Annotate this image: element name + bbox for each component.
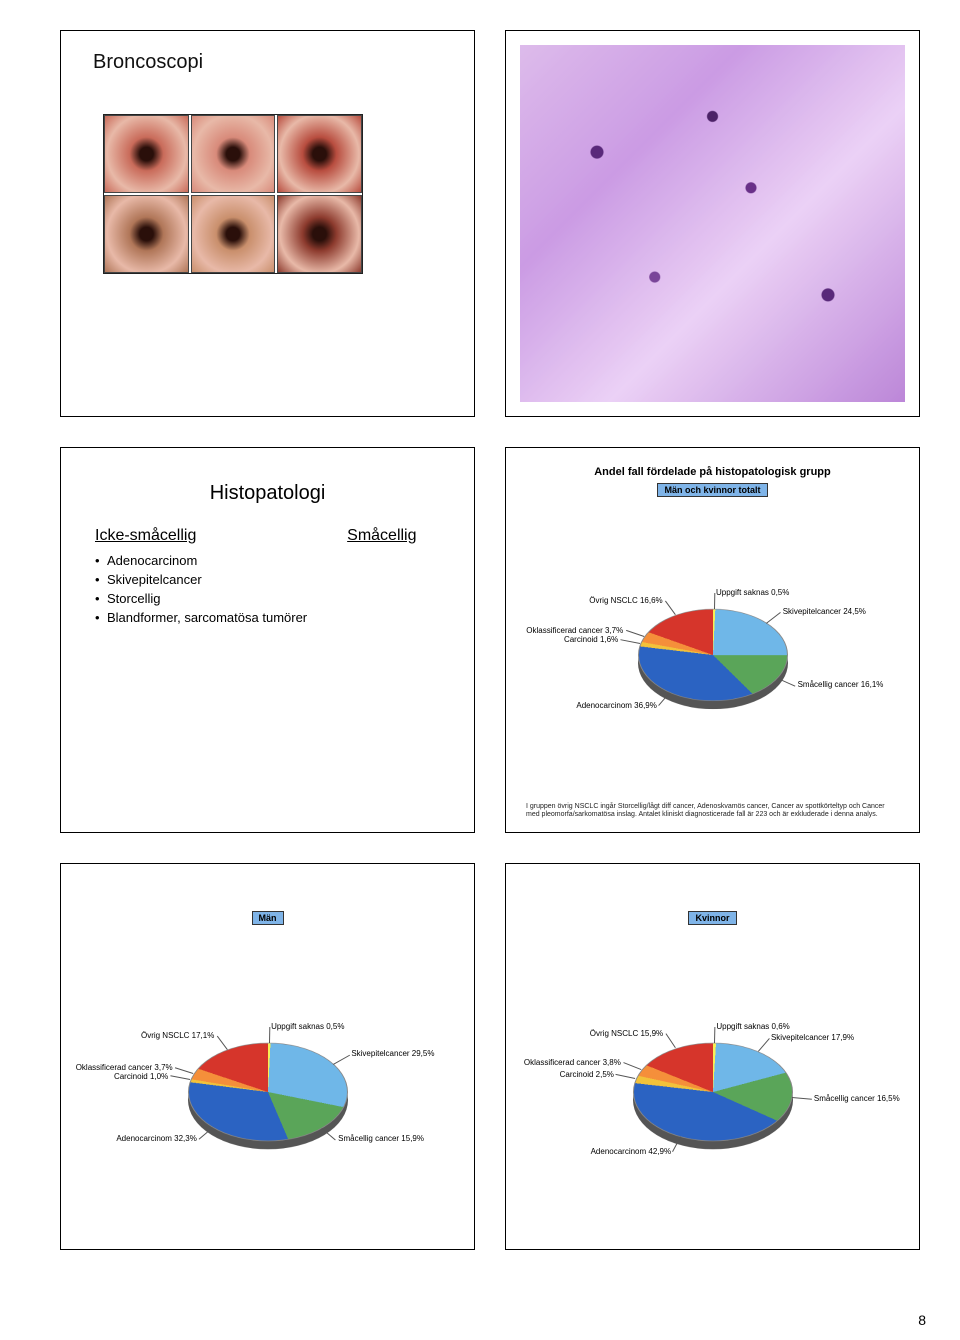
chart-total-title: Andel fall fördelade på histopatologisk … xyxy=(520,466,905,478)
pie-label: Uppgift saknas 0,5% xyxy=(271,1022,344,1031)
icke-smacellig-list: Adenocarcinom Skivepitelcancer Storcelli… xyxy=(95,553,307,625)
slide-histopatologi: Histopatologi Icke-småcellig Adenocarcin… xyxy=(60,447,475,834)
broncoscopy-image-grid xyxy=(103,114,363,274)
pie-label: Småcellig cancer 16,1% xyxy=(798,680,884,689)
pie-label: Skivepitelcancer 24,5% xyxy=(783,607,866,616)
slide-broncoscopi: Broncoscopi xyxy=(60,30,475,417)
pie-label: Adenocarcinom 32,3% xyxy=(116,1134,197,1143)
slide1-title: Broncoscopi xyxy=(93,51,460,74)
pie-total: Uppgift saknas 0,5% Skivepitelcancer 24,5… xyxy=(520,499,905,800)
pie-label: Uppgift saknas 0,5% xyxy=(716,588,789,597)
bronco-img-2 xyxy=(191,115,276,193)
pie-women: Uppgift saknas 0,6% Skivepitelcancer 17,9… xyxy=(520,927,905,1244)
histology-micrograph xyxy=(520,45,905,402)
page-number: 8 xyxy=(918,1312,926,1328)
bronco-img-4 xyxy=(104,195,189,273)
col1-heading: Icke-småcellig xyxy=(95,527,307,545)
pie-label: Övrig NSCLC 15,9% xyxy=(590,1029,663,1038)
slide-pie-women: Kvinnor Uppgift saknas 0,6% Skivepitelcan… xyxy=(505,863,920,1250)
pie-label: Adenocarcinom 42,9% xyxy=(591,1147,672,1156)
pie-label: Adenocarcinom 36,9% xyxy=(576,701,657,710)
pie-label: Oklassificerad cancer 3,7% xyxy=(76,1063,173,1072)
slide-histology-image xyxy=(505,30,920,417)
bronco-img-5 xyxy=(191,195,276,273)
slide3-title: Histopatologi xyxy=(95,482,440,505)
slide-pie-total: Andel fall fördelade på histopatologisk … xyxy=(505,447,920,834)
chart-men-badge: Män xyxy=(252,911,284,925)
pie-label: Övrig NSCLC 17,1% xyxy=(141,1031,214,1040)
pie-label: Övrig NSCLC 16,6% xyxy=(589,596,662,605)
pie-label: Uppgift saknas 0,6% xyxy=(716,1022,789,1031)
bronco-img-6 xyxy=(277,195,362,273)
chart-women-badge: Kvinnor xyxy=(688,911,736,925)
bronco-img-3 xyxy=(277,115,362,193)
pie-label: Skivepitelcancer 17,9% xyxy=(771,1033,854,1042)
pie-label: Oklassificerad cancer 3,7% xyxy=(526,626,623,635)
pie-label: Småcellig cancer 15,9% xyxy=(338,1134,424,1143)
pie-label: Oklassificerad cancer 3,8% xyxy=(524,1058,621,1067)
pie-men: Uppgift saknas 0,5% Skivepitelcancer 29,5… xyxy=(75,927,460,1244)
bronco-img-1 xyxy=(104,115,189,193)
col2-heading: Småcellig xyxy=(347,527,416,545)
pie-label: Småcellig cancer 16,5% xyxy=(814,1094,900,1103)
list-item: Adenocarcinom xyxy=(95,553,307,568)
slide-pie-men: Män Uppgift saknas 0,5% Skivepitelcancer … xyxy=(60,863,475,1250)
pie-label: Carcinoid 2,5% xyxy=(560,1070,614,1079)
chart-total-footnote: I gruppen övrig NSCLC ingår Storcellig/l… xyxy=(520,803,905,819)
pie-label: Carcinoid 1,0% xyxy=(114,1072,168,1081)
pie-label: Carcinoid 1,6% xyxy=(564,635,618,644)
pie-label: Skivepitelcancer 29,5% xyxy=(351,1049,434,1058)
list-item: Skivepitelcancer xyxy=(95,572,307,587)
list-item: Storcellig xyxy=(95,591,307,606)
list-item: Blandformer, sarcomatösa tumörer xyxy=(95,610,307,625)
chart-total-badge: Män och kvinnor totalt xyxy=(657,483,767,497)
